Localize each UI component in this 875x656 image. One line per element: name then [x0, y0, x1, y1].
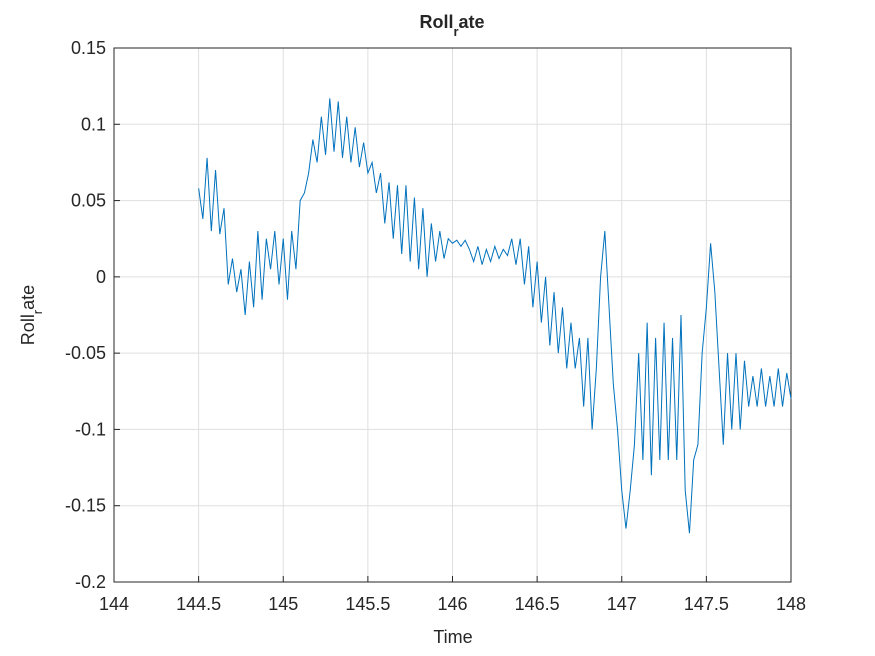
y-tick-label: -0.15 — [65, 496, 106, 516]
x-tick-label: 146.5 — [515, 594, 560, 614]
x-tick-label: 147 — [607, 594, 637, 614]
y-axis-label: Rollrate — [18, 285, 45, 345]
x-tick-label: 148 — [776, 594, 806, 614]
ylabel-sub: r — [30, 309, 45, 314]
chart-title: Rollrate — [419, 12, 484, 39]
x-axis-label: Time — [433, 627, 472, 647]
x-tick-label: 144.5 — [176, 594, 221, 614]
y-tick-label: 0.15 — [71, 38, 106, 58]
axes-box — [113, 47, 792, 583]
y-tick-label: -0.2 — [75, 572, 106, 592]
title-part: ate — [459, 12, 485, 32]
y-tick-label: 0.05 — [71, 191, 106, 211]
y-tick-label: 0 — [96, 267, 106, 287]
y-tick-label: -0.05 — [65, 343, 106, 363]
x-tick-label: 144 — [99, 594, 129, 614]
ylabel-part: ate — [18, 285, 38, 310]
x-tick-label: 146 — [437, 594, 467, 614]
y-tick-label: -0.1 — [75, 419, 106, 439]
x-tick-label: 145.5 — [345, 594, 390, 614]
x-tick-label: 147.5 — [684, 594, 729, 614]
title-part: Roll — [419, 12, 453, 32]
x-tick-label: 145 — [268, 594, 298, 614]
data-line — [198, 98, 792, 534]
ylabel-part: Roll — [18, 314, 38, 345]
title-sub: r — [453, 24, 458, 39]
y-tick-label: 0.1 — [81, 114, 106, 134]
